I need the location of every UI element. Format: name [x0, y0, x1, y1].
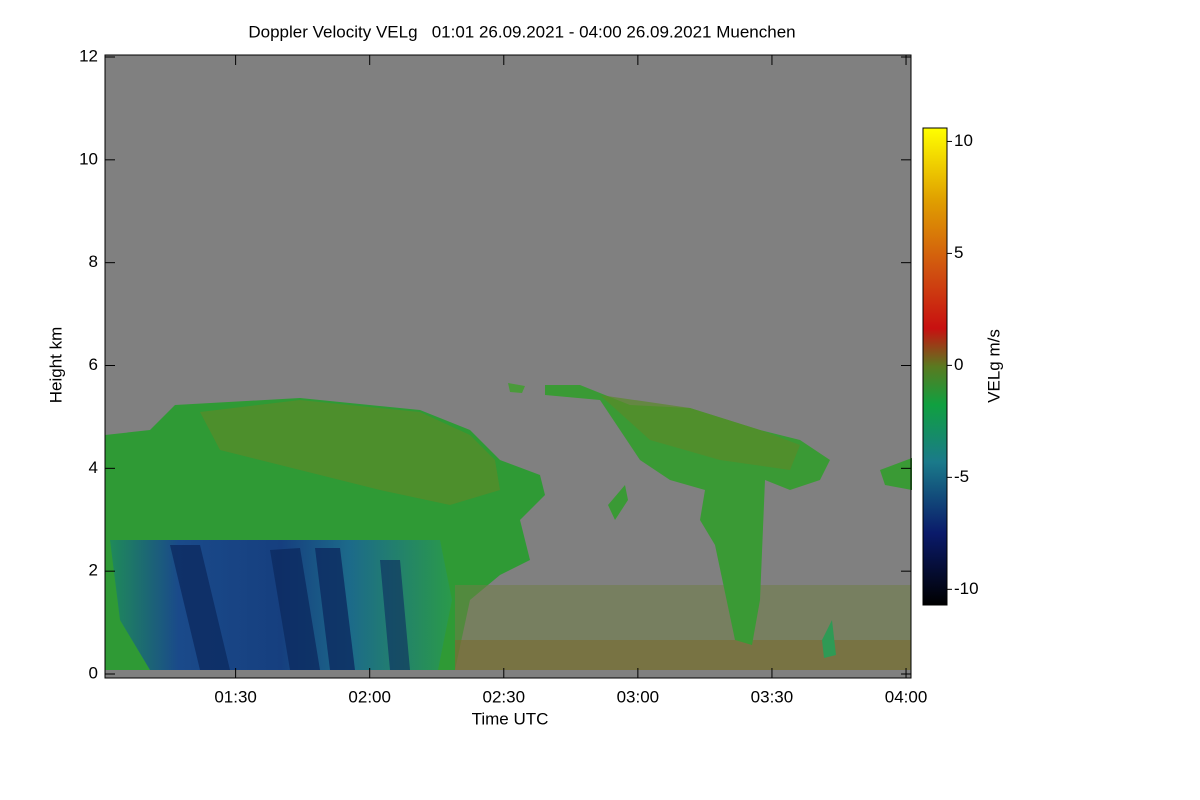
x-tick-label: 02:30	[483, 687, 526, 706]
x-tick-label: 01:30	[214, 687, 257, 706]
echo-region	[880, 458, 912, 490]
y-tick-label: 8	[89, 252, 98, 271]
x-tick-label: 04:00	[885, 687, 928, 706]
y-tick-label: 10	[79, 149, 98, 168]
echo-region	[508, 383, 525, 393]
x-tick-label: 03:00	[617, 687, 660, 706]
colorbar-tick-label: 5	[954, 243, 963, 262]
colorbar-tick-label: -5	[954, 467, 969, 486]
colorbar	[922, 127, 948, 606]
y-tick-label: 4	[89, 458, 98, 477]
echo-region	[608, 485, 628, 520]
chart-title: Doppler Velocity VELg 01:01 26.09.2021 -…	[248, 22, 795, 41]
y-tick-label: 12	[79, 46, 98, 65]
y-tick-label: 0	[89, 663, 98, 682]
colorbar-tick-label: 10	[954, 131, 973, 150]
echo-region	[315, 548, 355, 670]
echoes	[105, 383, 912, 670]
y-tick-label: 2	[89, 561, 98, 580]
x-tick-label: 03:30	[751, 687, 794, 706]
y-tick-label: 6	[89, 355, 98, 374]
x-tick-label: 02:00	[348, 687, 391, 706]
echo-region	[822, 620, 836, 658]
colorbar-label: VELg m/s	[984, 329, 1003, 403]
echo-region	[600, 395, 800, 470]
echo-region	[270, 548, 320, 670]
colorbar-tick-label: -10	[954, 579, 979, 598]
colorbar-tick-label: 0	[954, 355, 963, 374]
echo-region	[170, 545, 230, 670]
echo-region	[200, 400, 500, 505]
x-axis-label: Time UTC	[472, 709, 549, 728]
y-axis-label: Height km	[46, 327, 65, 404]
plot-frame	[104, 54, 912, 679]
echo-region	[455, 640, 911, 670]
echo-region	[380, 560, 410, 670]
